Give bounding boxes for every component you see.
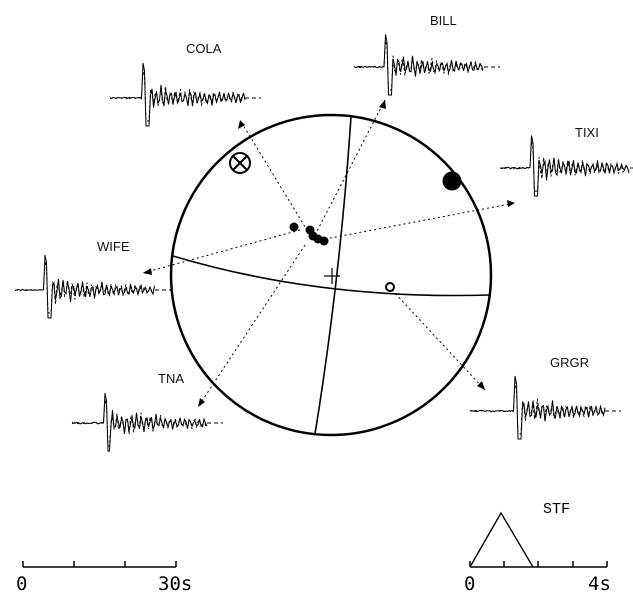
waveform-bill — [353, 34, 500, 96]
synthetic-trace — [353, 40, 484, 91]
arrowhead-tna — [198, 398, 205, 407]
center-cross — [324, 268, 340, 284]
observed-trace — [71, 392, 208, 452]
waveform-tna — [71, 392, 223, 452]
arrowhead-tixi — [507, 200, 515, 207]
ray-wife — [142, 229, 301, 274]
station-label-tixi: TIXI — [575, 125, 599, 140]
observed-trace — [353, 34, 484, 96]
ray-arrowheads — [143, 100, 515, 407]
synthetic-trace — [14, 260, 155, 314]
stf-time-axis — [469, 561, 608, 568]
arrowhead-grgr — [477, 381, 485, 390]
synthetic-trace — [500, 141, 630, 192]
projection-dot — [289, 222, 299, 232]
time-scale-start-label: 0 — [16, 573, 27, 593]
observed-trace — [109, 62, 246, 127]
arrowhead-bill — [379, 100, 386, 109]
beach-ball — [169, 113, 493, 437]
time-scale-end-label: 30s — [158, 573, 192, 593]
station-label-tna: TNA — [158, 371, 184, 386]
ray-tna — [197, 244, 306, 408]
ray-bill — [314, 99, 386, 236]
time-scale-bar — [22, 561, 177, 568]
stf-triangle — [469, 511, 534, 568]
focal-sphere — [169, 113, 493, 437]
waveform-wife — [14, 254, 171, 319]
nodal-plane-shallow — [172, 255, 491, 297]
arrowhead-cola — [238, 120, 245, 129]
station-label-bill: BILL — [430, 13, 457, 28]
nodal-plane-steep — [314, 116, 352, 435]
waveform-tixi — [499, 135, 633, 197]
synthetic-trace — [109, 68, 246, 122]
station-projections — [289, 222, 329, 246]
ray-arrows — [142, 99, 516, 408]
p-axis-symbol — [229, 152, 251, 174]
station-label-cola: COLA — [186, 41, 222, 56]
projection-dot — [319, 236, 329, 246]
station-label-grgr: GRGR — [550, 355, 589, 370]
arrowhead-wife — [143, 268, 152, 275]
stf-title: STF — [543, 501, 570, 518]
station-label-wife: WIFE — [97, 239, 130, 254]
synthetic-trace — [71, 398, 208, 447]
synthetic-trace — [469, 381, 606, 435]
stf-axis-end-label: 4s — [588, 573, 611, 593]
observed-trace — [499, 135, 630, 197]
stf-panel: STF 0 4s — [464, 501, 611, 593]
waveform-grgr — [469, 375, 621, 440]
ray-tixi — [319, 202, 516, 241]
t-axis-symbol — [442, 171, 462, 191]
ray-grgr — [391, 289, 486, 391]
observed-trace — [14, 254, 155, 319]
observed-trace — [469, 375, 606, 440]
waveform-cola — [109, 62, 261, 127]
open-polarity-marker — [385, 282, 395, 292]
stf-axis-start-label: 0 — [464, 573, 475, 593]
